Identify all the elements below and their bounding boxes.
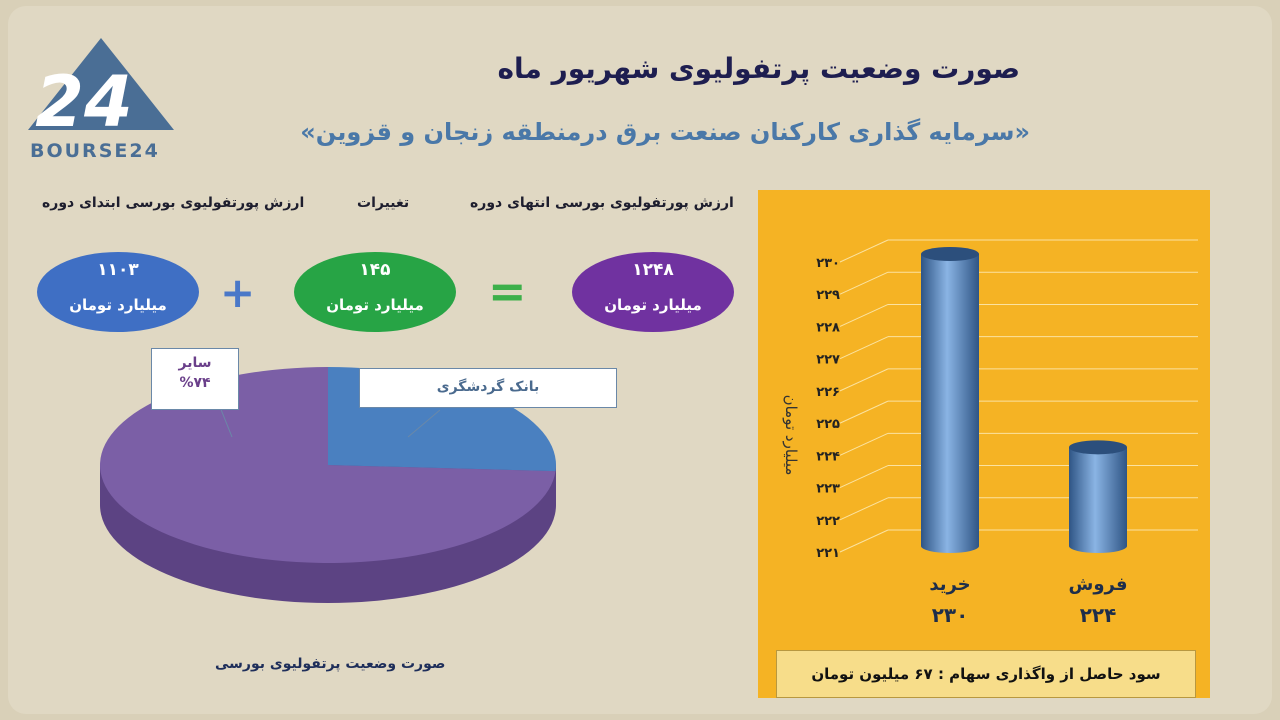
category-label: خرید <box>929 574 970 595</box>
bar-2 <box>1069 440 1127 553</box>
label-change: تغییرات <box>357 195 410 211</box>
y-tick-label: ۲۲۹ <box>816 288 840 303</box>
callout-bank: بانک گردشگری <box>359 368 617 408</box>
pie-slice-other <box>100 367 556 563</box>
start-value: ۱۱۰۳ <box>97 260 139 280</box>
label-start-value: ارزش پورتفولیوی بورسی ابتدای دوره <box>42 195 305 211</box>
y-tick-label: ۲۲۶ <box>816 385 840 400</box>
y-tick-label: ۲۲۱ <box>816 546 840 561</box>
bourse24-logo: 24 <box>28 38 174 143</box>
y-axis-label: میلیارد تومان <box>782 395 800 476</box>
callout-other-name: سایر <box>178 355 212 371</box>
y-tick-label: ۲۲۳ <box>816 482 840 497</box>
end-unit: میلیارد تومان <box>604 296 702 314</box>
change-unit: میلیارد تومان <box>326 296 424 314</box>
bar-1 <box>921 247 979 553</box>
grid-line-diagonal <box>839 529 889 553</box>
logo-mark: 24 <box>35 61 132 143</box>
end-value-oval: ۱۲۴۸ میلیارد تومان <box>572 252 734 332</box>
grid-line-diagonal <box>839 239 889 263</box>
label-end-value: ارزش پورتفولیوی بورسی انتهای دوره <box>470 195 734 211</box>
grid-line-diagonal <box>839 400 889 424</box>
y-tick-label: ۲۲۸ <box>816 320 840 335</box>
bar-cap <box>921 247 979 261</box>
y-tick-label: ۲۲۷ <box>816 353 840 368</box>
bar-value-label: ۲۳۰ <box>932 603 969 627</box>
portfolio-pie-chart <box>100 367 557 603</box>
bar-chart: ۲۲۱ ۲۲۲ ۲۲۳ ۲۲۴ ۲۲۵ ۲۲۶ ۲۲۷ ۲۲۸ ۲۲۹ ۲۳۰ خرید ۲۳۰ فر… <box>782 239 1198 627</box>
callout-pointer-bank <box>407 409 441 438</box>
callout-other-percent: %۷۴ <box>179 375 211 391</box>
grid-line-diagonal <box>839 497 889 521</box>
plus-sign: + <box>220 268 256 317</box>
start-value-oval: ۱۱۰۳ میلیارد تومان <box>37 252 199 332</box>
y-tick-label: ۲۲۲ <box>816 514 840 529</box>
y-tick-label: ۲۲۵ <box>816 417 840 432</box>
pie-chart-title: صورت وضعیت پرتفولیوی بورسی <box>215 656 446 672</box>
callout-other: سایر %۷۴ <box>151 348 239 410</box>
profit-summary: سود حاصل از واگذاری سهام : ۶۷ میلیون توم… <box>776 650 1196 698</box>
bar-body <box>1069 447 1127 553</box>
grid-line-diagonal <box>839 303 889 327</box>
bar-value-label: ۲۲۴ <box>1080 603 1117 627</box>
grid-line-diagonal <box>839 432 889 456</box>
bar-body <box>921 254 979 553</box>
grid-line-diagonal <box>839 368 889 392</box>
change-value: ۱۴۵ <box>359 260 391 280</box>
y-tick-label: ۲۳۰ <box>816 256 840 271</box>
logo-text: BOURSE24 <box>30 140 160 162</box>
change-value-oval: ۱۴۵ میلیارد تومان <box>294 252 456 332</box>
equals-sign: = <box>488 264 527 318</box>
grid-line-diagonal <box>839 271 889 295</box>
page-subtitle: «سرمایه گذاری کارکنان صنعت برق درمنطقه ز… <box>300 118 1030 146</box>
y-tick-label: ۲۲۴ <box>816 449 840 464</box>
grid-line-diagonal <box>839 336 889 360</box>
end-value: ۱۲۴۸ <box>632 260 674 280</box>
bar-cap <box>1069 440 1127 455</box>
grid-line-diagonal <box>839 465 889 489</box>
bar-chart-panel <box>758 190 1210 698</box>
start-unit: میلیارد تومان <box>69 296 167 314</box>
page-title: صورت وضعیت پرتفولیوی شهریور ماه <box>497 52 1020 85</box>
category-label: فروش <box>1068 574 1127 595</box>
